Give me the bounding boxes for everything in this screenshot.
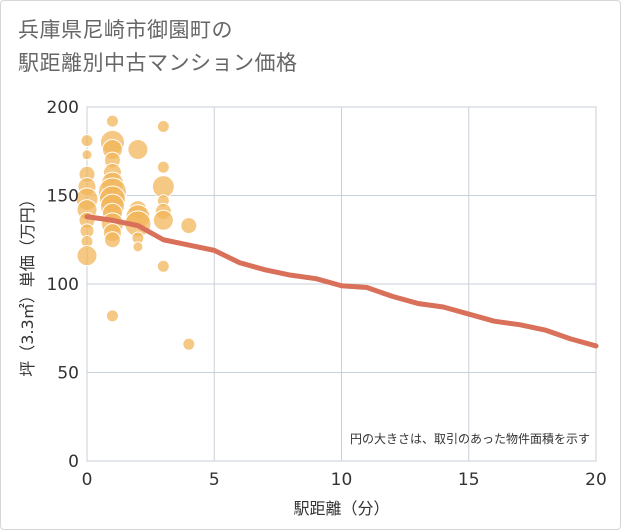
chart-title-line2: 駅距離別中古マンション価格 xyxy=(18,51,298,75)
x-tick-label: 10 xyxy=(331,470,353,490)
bubble-point xyxy=(180,217,198,235)
chart-title: 兵庫県尼崎市御園町の 駅距離別中古マンション価格 xyxy=(18,14,298,80)
y-tick-label: 50 xyxy=(57,364,79,384)
grid-lines xyxy=(86,106,597,462)
trend-line-series xyxy=(84,214,599,349)
trend-line xyxy=(84,214,599,349)
x-tick-label: 20 xyxy=(585,470,607,490)
x-tick-label: 5 xyxy=(209,470,220,490)
y-tick-label: 0 xyxy=(68,452,79,472)
bubble-point xyxy=(103,231,121,249)
x-tick-label: 15 xyxy=(458,470,480,490)
bubble-point xyxy=(105,114,119,128)
y-axis-ticks: 0 50 100 150 200 xyxy=(47,98,79,472)
x-axis-ticks: 0 5 10 15 20 xyxy=(82,470,607,490)
bubble-point xyxy=(76,245,98,267)
x-axis-title: 駅距離（分） xyxy=(293,499,389,518)
bubble-point xyxy=(132,241,144,253)
bubble-size-note: 円の大きさは、取引のあった物件面積を示す xyxy=(350,431,590,446)
y-axis-title: 坪（3.3㎡）単価（万円） xyxy=(18,191,37,376)
bubble-series xyxy=(75,114,198,351)
bubble-point xyxy=(80,134,94,148)
y-tick-label: 100 xyxy=(47,275,79,295)
x-tick-label: 0 xyxy=(82,470,93,490)
bubble-point xyxy=(156,160,170,174)
bubble-point xyxy=(156,119,170,133)
bubble-point xyxy=(152,209,174,231)
y-tick-label: 150 xyxy=(47,187,79,207)
bubble-point xyxy=(127,138,149,160)
bubble-point xyxy=(156,259,170,273)
y-tick-label: 200 xyxy=(47,98,79,118)
bubble-point xyxy=(81,149,93,161)
bubble-point xyxy=(105,309,119,323)
chart-title-line1: 兵庫県尼崎市御園町の xyxy=(18,18,233,42)
bubble-point xyxy=(182,337,196,351)
